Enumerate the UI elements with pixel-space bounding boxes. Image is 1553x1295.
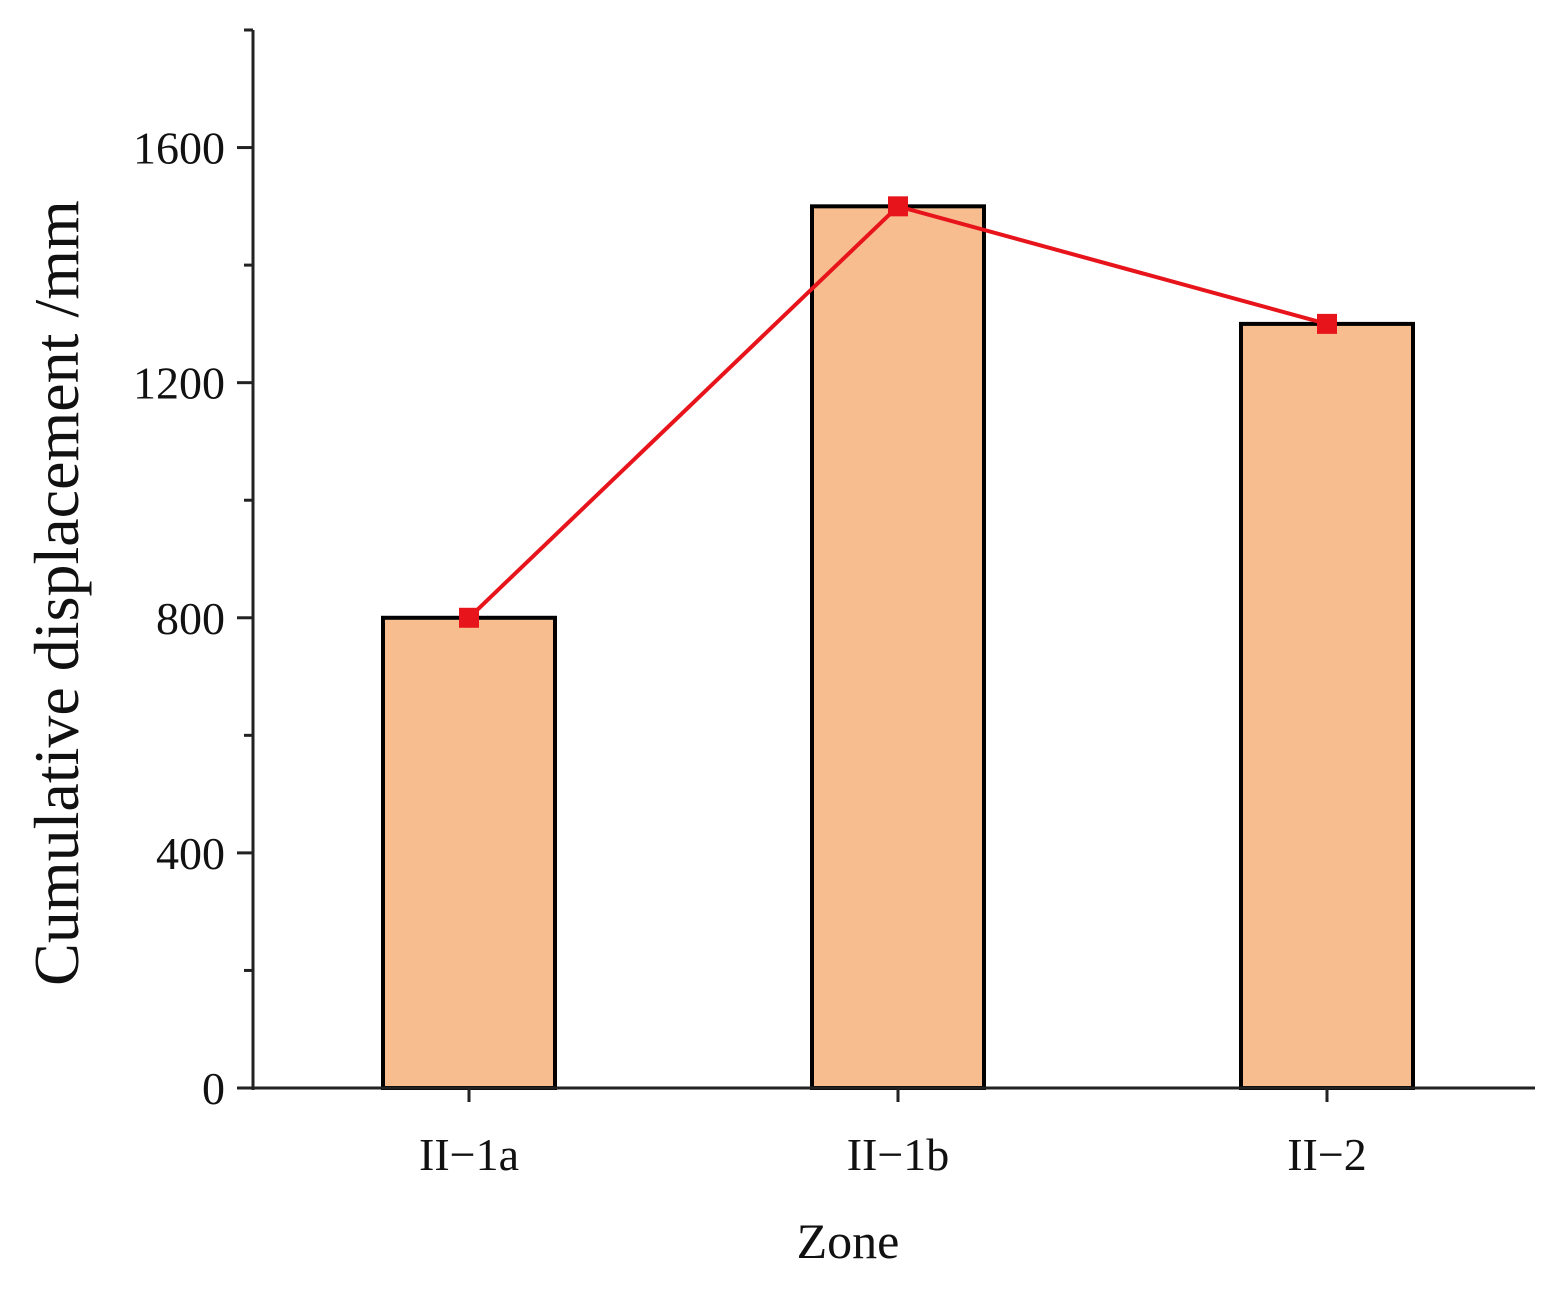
bar-0 — [381, 615, 557, 1090]
line-point-2 — [1317, 313, 1337, 334]
x-tick-label-0: II−1a — [419, 1129, 519, 1180]
x-tick-label-2: II−2 — [1287, 1129, 1367, 1180]
y-tick-label-3: 1200 — [133, 358, 225, 409]
line-point-1 — [888, 196, 908, 217]
bar-2 — [1239, 321, 1415, 1090]
line-point-0 — [459, 607, 479, 628]
y-axis-title: Cumulative displacement /mm — [21, 200, 92, 986]
y-tick-label-1: 400 — [156, 828, 225, 879]
y-tick-label-4: 1600 — [133, 123, 225, 174]
x-axis-title: Zone — [797, 1213, 900, 1269]
y-tick-label-2: 800 — [156, 593, 225, 644]
x-tick-label-1: II−1b — [847, 1129, 950, 1180]
plot-area: 0 400 800 1200 1600 II−1a II−1b II−2 — [133, 28, 1535, 1180]
y-tick-label-0: 0 — [202, 1063, 225, 1114]
bar-1 — [810, 204, 986, 1091]
